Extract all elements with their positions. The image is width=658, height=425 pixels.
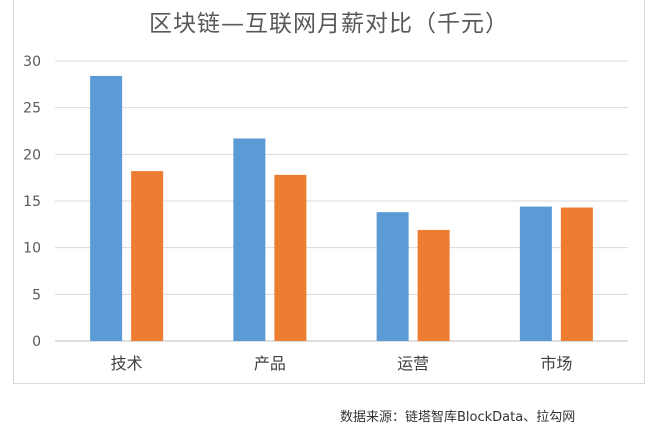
x-category-label: 产品 (254, 354, 286, 373)
y-tick-label: 30 (23, 54, 41, 70)
y-tick-label: 15 (23, 194, 41, 210)
chart-title: 区块链—互联网月薪对比（千元） (149, 11, 509, 37)
y-tick-label: 20 (23, 147, 41, 163)
bar-运营-series-2 (417, 229, 450, 341)
bar-技术-series-2 (131, 171, 164, 341)
source-note: 数据来源：链塔智库BlockData、拉勾网 (340, 410, 576, 425)
bar-市场-series-2 (560, 207, 593, 341)
y-tick-label: 10 (23, 241, 41, 257)
y-tick-label: 25 (23, 101, 41, 117)
x-axis-labels: 技术 产品 运营 市场 (111, 354, 573, 373)
y-tick-label: 5 (32, 287, 41, 303)
bar-产品-series-2 (274, 174, 307, 341)
y-axis-ticks: 0 5 10 15 20 25 30 (23, 54, 41, 350)
bar-运营-series-1 (376, 212, 409, 341)
bar-产品-series-1 (233, 138, 266, 341)
y-tick-label: 0 (32, 334, 41, 350)
x-category-label: 市场 (540, 354, 572, 373)
x-category-label: 运营 (397, 354, 429, 373)
x-category-label: 技术 (111, 354, 143, 373)
bar-技术-series-1 (90, 75, 123, 341)
bar-市场-series-1 (519, 206, 552, 341)
bars (90, 75, 593, 341)
